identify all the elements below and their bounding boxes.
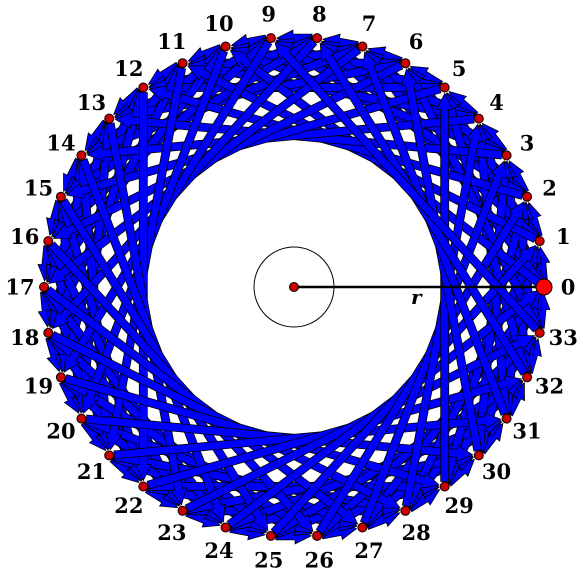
vertex-node [535,278,553,296]
vertex-label: 2 [542,176,557,201]
vertex-node [76,413,87,424]
vertex-node [265,33,276,44]
vertex-label: 31 [512,419,541,444]
vertex-node [312,33,323,44]
vertex-label: 13 [77,90,106,115]
vertex-node [400,58,411,69]
vertex-node [400,505,411,516]
vertex-label: 20 [46,419,75,444]
vertex-label: 11 [157,29,186,54]
vertex-layer [39,33,553,541]
vertex-label: 30 [482,459,511,484]
vertex-node [473,113,484,124]
vertex-label: 9 [261,2,276,27]
vertex-label: 32 [535,374,564,399]
vertex-label: 26 [305,547,334,571]
vertex-node [104,450,115,461]
vertex-node [43,236,54,247]
vertex-node [439,481,450,492]
vertex-label: 25 [254,547,283,571]
vertex-label: 28 [401,520,430,545]
vertex-label: 15 [24,176,53,201]
vertex-label: 5 [452,56,467,81]
vertex-node [55,372,66,383]
vertex-label: 14 [46,130,75,155]
vertex-label: 19 [24,374,53,399]
vertex-label: 1 [556,224,571,249]
vertex-node [501,413,512,424]
vertex-label: 29 [444,493,473,518]
vertex-label: 16 [10,224,39,249]
vertex-node [357,41,368,52]
vertex-node [473,450,484,461]
vertex-label: 33 [549,325,578,350]
vertex-node [43,327,54,338]
vertex-label: 0 [561,275,576,300]
vertex-label: 12 [114,56,143,81]
vertex-node [220,41,231,52]
vertex-node [439,82,450,93]
vertex-node [104,113,115,124]
vertex-label: 24 [204,538,233,563]
vertex-node [522,372,533,383]
vertex-node [39,282,49,292]
vertex-label: 17 [5,275,34,300]
vertex-label-layer: 0123456789101112131415161718192021222324… [5,2,578,571]
vertex-node [357,522,368,533]
vertex-node [534,236,545,247]
edge-layer [37,29,551,545]
vertex-label: 8 [312,2,327,27]
vertex-node [177,58,188,69]
vertex-label: 22 [114,493,143,518]
vertex-node [76,150,87,161]
vertex-label: 6 [409,29,424,54]
vertex-node [534,327,545,338]
vertex-node [138,82,149,93]
vertex-node [138,481,149,492]
vertex-label: 3 [520,130,535,155]
radius-label: r [411,285,423,309]
vertex-node [522,191,533,202]
center-point [289,282,299,292]
vertex-node [265,530,276,541]
vertex-label: 27 [354,538,383,563]
vertex-node [501,150,512,161]
vertex-label: 18 [10,325,39,350]
vertex-label: 4 [489,90,504,115]
vertex-node [220,522,231,533]
vertex-label: 7 [362,11,377,36]
vertex-node [177,505,188,516]
vertex-label: 21 [77,459,106,484]
vertex-node [55,191,66,202]
vertex-node [312,530,323,541]
vertex-label: 23 [157,520,186,545]
vertex-label: 10 [204,11,233,36]
